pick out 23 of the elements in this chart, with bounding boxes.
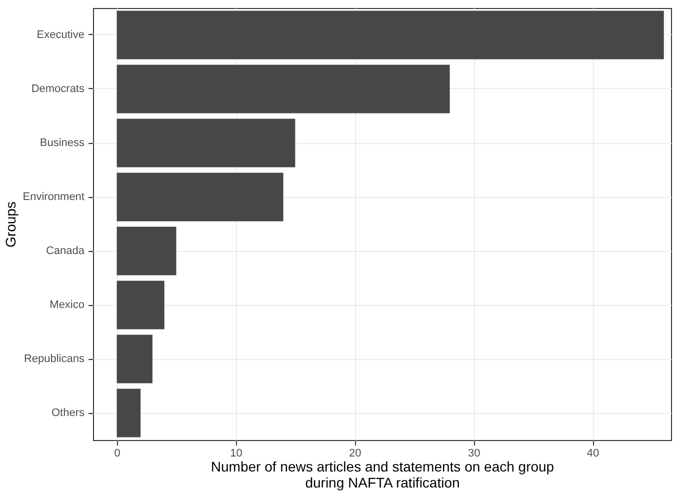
- y-tick-label: Canada: [46, 245, 86, 257]
- bar: [116, 118, 296, 168]
- bar: [116, 388, 141, 438]
- bar: [116, 280, 164, 330]
- y-tick-label: Others: [51, 407, 85, 419]
- x-tick-label: 0: [114, 448, 120, 460]
- y-tick-label: Environment: [22, 191, 84, 203]
- y-tick-label: Mexico: [50, 299, 84, 311]
- x-tick-label: 10: [230, 448, 242, 460]
- y-tick-label: Business: [40, 137, 85, 149]
- x-axis-title: Number of news articles and statements on each group during NAFTA ratification: [210, 458, 554, 490]
- bar: [116, 172, 284, 222]
- bar: [116, 10, 664, 60]
- bar: [116, 334, 152, 384]
- y-tick-label: Republicans: [24, 353, 85, 365]
- y-axis-title: Groups: [2, 202, 19, 248]
- x-tick-label: 40: [586, 448, 600, 460]
- bar: [116, 226, 176, 276]
- y-tick-label: Executive: [36, 29, 84, 41]
- x-tick-label: 30: [468, 448, 480, 460]
- bar: [116, 64, 450, 114]
- x-tick-label: 20: [349, 448, 362, 460]
- y-tick-label: Democrats: [31, 83, 85, 95]
